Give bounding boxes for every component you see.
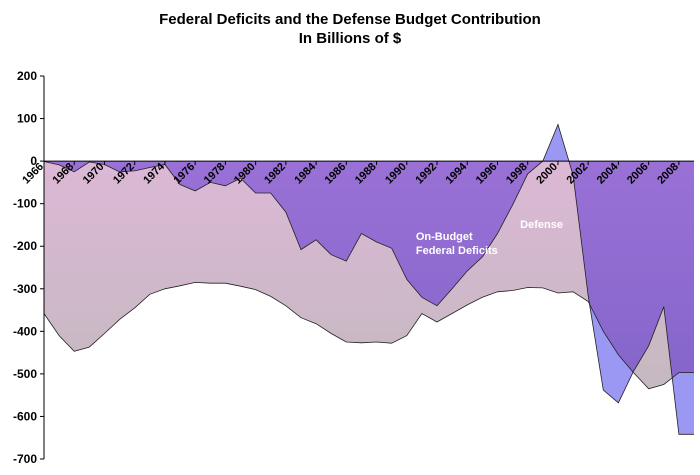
y-tick-label: -400 xyxy=(13,324,37,338)
y-tick-label: -100 xyxy=(13,197,37,211)
chart-title-line2: In Billions of $ xyxy=(298,30,402,47)
x-tick-label: 1966 xyxy=(20,161,46,187)
chart-areas xyxy=(43,123,694,435)
chart-annotations: On-Budget Federal Deficits Defense xyxy=(416,219,563,257)
defense-line xyxy=(43,281,694,390)
chart-title: Federal Deficits and the Defense Budget … xyxy=(0,10,700,48)
annotation-deficits-line2: Federal Deficits xyxy=(416,245,498,257)
y-axis-ticks: 200 100 0 -100 -200 -300 -400 -500 -600 -700 xyxy=(13,69,44,466)
annotation-defense: Defense xyxy=(520,219,563,231)
y-tick-label: -600 xyxy=(13,409,37,423)
chart-title-line1: Federal Deficits and the Defense Budget … xyxy=(159,11,541,28)
chart-axes xyxy=(43,76,694,459)
defense-area xyxy=(44,161,694,389)
y-tick-label: 100 xyxy=(17,112,37,126)
deficit-line xyxy=(43,123,694,435)
y-tick-label: -300 xyxy=(13,282,37,296)
y-tick-label: -200 xyxy=(13,239,37,253)
annotation-deficits-line1: On-Budget xyxy=(416,231,473,243)
y-tick-label: 0 xyxy=(30,154,37,168)
y-tick-label: -700 xyxy=(13,452,37,466)
deficit-area xyxy=(44,124,694,435)
y-tick-label: 200 xyxy=(17,69,37,83)
y-tick-label: -500 xyxy=(13,367,37,381)
